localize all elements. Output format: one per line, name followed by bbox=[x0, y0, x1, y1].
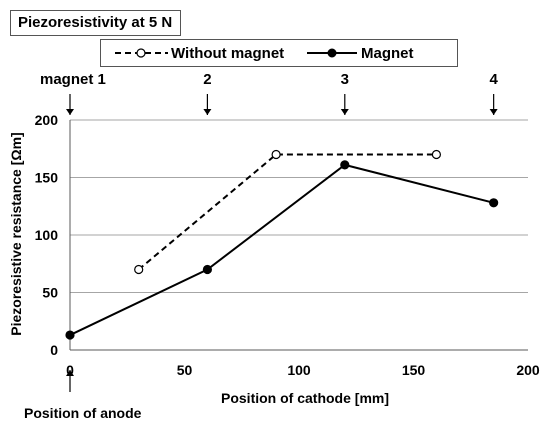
x-tick-label: 150 bbox=[402, 362, 426, 378]
y-tick-label: 200 bbox=[35, 112, 59, 128]
x-tick-label: 200 bbox=[516, 362, 540, 378]
marker-arrow-head bbox=[340, 109, 349, 115]
data-point-without-magnet bbox=[431, 149, 441, 160]
x-tick-label: 50 bbox=[177, 362, 193, 378]
data-point-magnet bbox=[202, 264, 212, 275]
series-line-magnet bbox=[69, 163, 494, 336]
data-point-without-magnet bbox=[271, 149, 281, 160]
chart-title: Piezoresistivity at 5 N bbox=[10, 10, 181, 36]
anode-arrow-head bbox=[66, 370, 74, 376]
data-point-magnet bbox=[340, 160, 350, 170]
legend-open-marker bbox=[136, 48, 146, 58]
x-tick-label: 100 bbox=[287, 362, 311, 378]
marker-arrow-head bbox=[66, 109, 74, 115]
legend-label-without-magnet: Without magnet bbox=[171, 45, 284, 62]
marker-label: 2 bbox=[203, 71, 211, 88]
y-tick-label: 50 bbox=[42, 285, 58, 301]
axes bbox=[69, 120, 528, 351]
data-point-magnet bbox=[489, 198, 499, 208]
tick-labels: 050100150200050100150200 bbox=[35, 112, 540, 378]
marker-arrow-head bbox=[489, 109, 498, 115]
data-point-magnet bbox=[65, 330, 75, 340]
series-line-without-magnet bbox=[138, 153, 437, 271]
y-tick-label: 0 bbox=[50, 342, 58, 358]
marker-arrow-head bbox=[203, 109, 212, 115]
x-axis-label: Position of cathode [mm] bbox=[221, 390, 389, 406]
series-layer bbox=[65, 149, 499, 340]
y-tick-label: 150 bbox=[35, 170, 59, 186]
legend-filled-marker bbox=[327, 48, 337, 58]
anode-label: Position of anode bbox=[24, 405, 142, 421]
grid-lines bbox=[70, 119, 528, 293]
marker-label: 3 bbox=[341, 71, 349, 88]
legend: Without magnet Magnet bbox=[100, 39, 458, 67]
y-axis-label: Piezoresistive resistance [Ωm] bbox=[8, 132, 24, 335]
marker-label: 4 bbox=[489, 71, 498, 88]
legend-label-magnet: Magnet bbox=[361, 45, 414, 62]
data-point-without-magnet bbox=[134, 264, 144, 275]
marker-label: magnet 1 bbox=[40, 71, 106, 88]
y-tick-label: 100 bbox=[35, 227, 59, 243]
annotations: magnet 1 2 3 4 Position of anode bbox=[24, 71, 498, 421]
